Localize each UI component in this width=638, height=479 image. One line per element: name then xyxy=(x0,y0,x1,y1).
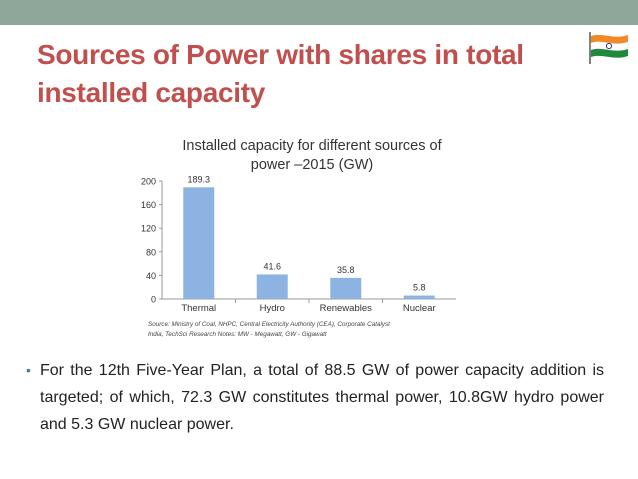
x-tick-label: Renewables xyxy=(320,303,373,314)
bar-nuclear xyxy=(403,295,435,299)
bar-renewables xyxy=(330,277,362,299)
y-tick-label: 80 xyxy=(146,247,156,257)
capacity-bar-chart: Installed capacity for different sources… xyxy=(134,130,474,348)
y-tick-label: 40 xyxy=(146,271,156,281)
bar-hydro xyxy=(256,274,288,299)
chart-title-line: power –2015 (GW) xyxy=(251,157,374,173)
chart-source-note: India, TechSci Research Notes: MW - Mega… xyxy=(148,331,327,338)
x-tick-label: Thermal xyxy=(181,303,216,314)
bullet-text: For the 12th Five-Year Plan, a total of … xyxy=(40,362,604,433)
top-accent-bar xyxy=(0,0,638,25)
chart-svg: Installed capacity for different sources… xyxy=(141,138,456,338)
bar-thermal xyxy=(183,187,215,299)
x-tick-label: Hydro xyxy=(260,303,285,314)
flag-chakra xyxy=(605,42,613,50)
slide-title: Sources of Power with shares in total in… xyxy=(37,39,524,108)
y-tick-label: 200 xyxy=(141,177,156,187)
data-label: 189.3 xyxy=(187,174,210,184)
india-flag-icon xyxy=(586,30,630,66)
chart-source-note: Source: Ministry of Coal, NHPC, Central … xyxy=(148,321,390,328)
flag-green-stripe xyxy=(591,48,628,58)
data-label: 41.6 xyxy=(263,261,281,271)
data-label: 35.8 xyxy=(337,265,355,275)
bullet-marker: • xyxy=(26,362,31,378)
x-tick-label: Nuclear xyxy=(403,303,436,314)
flag-saffron-stripe xyxy=(591,34,628,44)
y-tick-label: 160 xyxy=(141,200,156,210)
bullet-item: • For the 12th Five-Year Plan, a total o… xyxy=(26,357,604,438)
y-tick-label: 120 xyxy=(141,224,156,234)
y-tick-label: 0 xyxy=(151,295,156,305)
data-label: 5.8 xyxy=(413,283,426,293)
chart-title-line: Installed capacity for different sources… xyxy=(182,138,442,154)
